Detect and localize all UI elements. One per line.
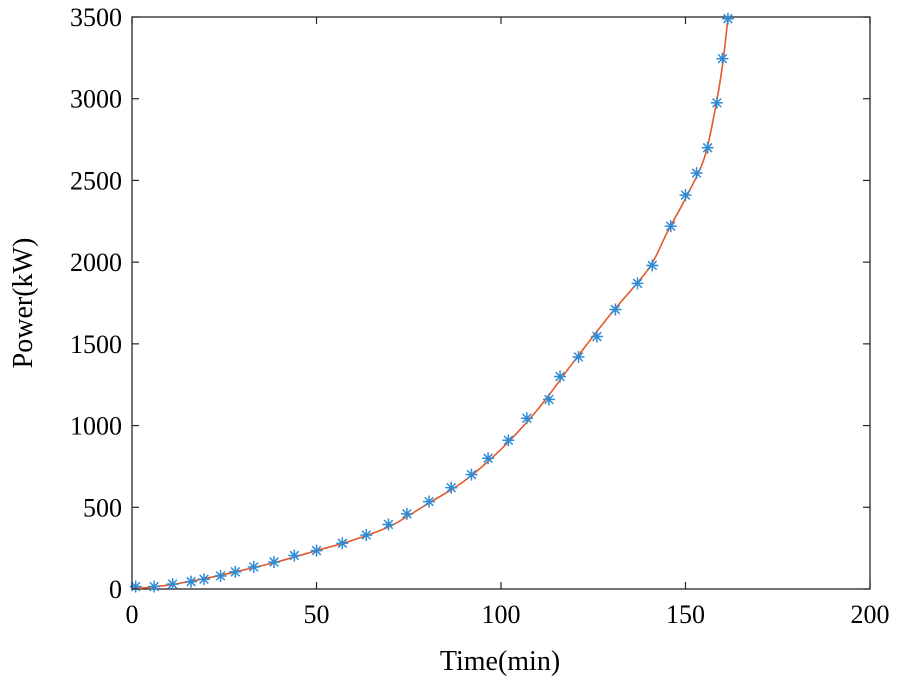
data-point-marker [710, 96, 723, 109]
data-point-marker [336, 537, 349, 550]
data-point-marker [520, 412, 533, 425]
y-axis-label: Power(kW) [8, 238, 39, 369]
data-point-marker [590, 330, 603, 343]
data-point-marker [247, 560, 260, 573]
data-point-marker [288, 549, 301, 562]
y-tick-label: 2000 [70, 248, 122, 277]
data-point-marker [721, 12, 734, 25]
data-point-marker [445, 481, 458, 494]
plot-area-border [131, 16, 871, 590]
x-tick-label: 200 [851, 600, 890, 629]
data-point-marker [214, 569, 227, 582]
data-point-marker [148, 580, 161, 593]
data-point-marker [542, 393, 555, 406]
data-point-marker [679, 189, 692, 202]
data-point-marker [482, 452, 495, 465]
plot-frame [131, 16, 871, 590]
data-point-marker [197, 573, 210, 586]
y-tick-label: 0 [109, 575, 122, 604]
data-point-marker [465, 468, 478, 481]
y-tick-label: 3000 [70, 85, 122, 114]
data-point-marker [360, 529, 373, 542]
data-point-marker [554, 370, 567, 383]
data-point-marker [166, 578, 179, 591]
data-point-marker [400, 507, 413, 520]
x-tick-label: 100 [482, 600, 521, 629]
data-point-marker [690, 167, 703, 180]
data-point-marker [631, 277, 644, 290]
data-layer [129, 12, 734, 593]
y-tick-label: 3500 [70, 3, 122, 32]
y-tick-label: 2500 [70, 166, 122, 195]
data-point-marker [185, 575, 198, 588]
y-tick-label: 1000 [70, 412, 122, 441]
data-point-marker [664, 220, 677, 233]
data-point-marker [229, 565, 242, 578]
data-point-marker [716, 52, 729, 65]
x-axis-label: Time(min) [440, 646, 560, 677]
data-point-marker [423, 495, 436, 508]
x-tick-label: 50 [304, 600, 330, 629]
data-point-marker [701, 141, 714, 154]
x-tick-label: 0 [126, 600, 139, 629]
data-point-marker [310, 544, 323, 557]
data-point-marker [502, 434, 515, 447]
data-point-marker [646, 259, 659, 272]
y-tick-label: 1500 [70, 330, 122, 359]
data-point-marker [609, 303, 622, 316]
y-tick-label: 500 [83, 493, 122, 522]
data-point-marker [382, 518, 395, 531]
data-point-marker [572, 350, 585, 363]
data-point-marker [268, 556, 281, 569]
x-tick-label: 150 [666, 600, 705, 629]
